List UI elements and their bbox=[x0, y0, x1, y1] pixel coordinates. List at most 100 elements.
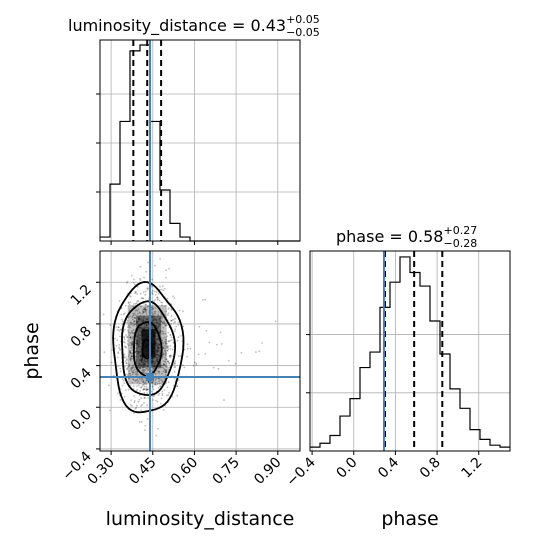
scatter-point bbox=[156, 348, 159, 351]
scatter-point bbox=[126, 368, 128, 370]
scatter-point bbox=[137, 344, 140, 347]
scatter-point bbox=[173, 330, 176, 332]
scatter-point bbox=[167, 331, 170, 334]
scatter-point bbox=[142, 367, 144, 369]
scatter-point bbox=[131, 337, 134, 340]
scatter-point bbox=[172, 384, 175, 387]
scatter-point bbox=[152, 360, 155, 363]
scatter-point bbox=[139, 363, 142, 366]
scatter-point bbox=[119, 370, 122, 373]
scatter-point bbox=[170, 315, 173, 317]
scatter-point bbox=[154, 361, 157, 364]
scatter-point bbox=[139, 279, 142, 282]
scatter-point bbox=[152, 357, 155, 359]
scatter-point bbox=[157, 337, 160, 340]
scatter-point bbox=[168, 307, 171, 309]
scatter-point bbox=[234, 362, 237, 365]
scatter-point bbox=[142, 311, 145, 314]
x-tick-label-1: 0.45 bbox=[126, 455, 159, 488]
scatter-point bbox=[152, 314, 154, 317]
scatter-point bbox=[153, 363, 156, 366]
scatter-point bbox=[152, 318, 155, 320]
scatter-point bbox=[171, 348, 174, 351]
scatter-point bbox=[123, 345, 126, 348]
scatter-point bbox=[130, 352, 133, 355]
scatter-point bbox=[144, 372, 147, 375]
scatter-point bbox=[142, 308, 145, 311]
scatter-point bbox=[155, 350, 158, 352]
scatter-point bbox=[135, 340, 138, 343]
scatter-point bbox=[123, 365, 126, 368]
scatter-point bbox=[135, 309, 138, 312]
scatter-point bbox=[165, 343, 167, 346]
scatter-point bbox=[160, 366, 163, 369]
scatter-point bbox=[131, 340, 134, 343]
scatter-point bbox=[125, 304, 127, 307]
scatter-point bbox=[139, 355, 142, 357]
scatter-point bbox=[165, 369, 168, 372]
scatter-point bbox=[142, 297, 145, 300]
scatter-point bbox=[168, 391, 170, 394]
scatter-point bbox=[166, 335, 168, 338]
scatter-point bbox=[128, 334, 131, 336]
scatter-point bbox=[161, 339, 164, 342]
scatter-point bbox=[117, 326, 120, 329]
scatter-point bbox=[131, 352, 133, 355]
scatter-point bbox=[140, 365, 143, 368]
scatter-point bbox=[157, 394, 160, 397]
scatter-point bbox=[164, 324, 167, 327]
scatter-point bbox=[159, 257, 162, 260]
scatter-point bbox=[172, 342, 175, 344]
contour-1 bbox=[121, 300, 176, 397]
scatter-point bbox=[139, 326, 142, 329]
scatter-point bbox=[165, 371, 168, 374]
scatter-point bbox=[159, 366, 161, 369]
scatter-point bbox=[154, 312, 157, 315]
scatter-point bbox=[159, 385, 162, 387]
scatter-point bbox=[157, 346, 160, 349]
scatter-point bbox=[142, 363, 145, 365]
scatter-point bbox=[150, 324, 153, 327]
scatter-point bbox=[155, 338, 158, 340]
scatter-point bbox=[138, 342, 141, 345]
scatter-point bbox=[139, 366, 141, 369]
scatter-point bbox=[158, 317, 161, 320]
scatter-point bbox=[132, 336, 134, 339]
scatter-point bbox=[146, 287, 149, 290]
scatter-point bbox=[158, 299, 161, 302]
scatter-point bbox=[151, 289, 154, 292]
scatter-point bbox=[117, 326, 120, 329]
scatter-point bbox=[137, 308, 140, 311]
scatter-point bbox=[135, 373, 138, 375]
scatter-point bbox=[137, 312, 139, 315]
scatter-point bbox=[139, 330, 141, 333]
scatter-point bbox=[139, 350, 142, 353]
scatter-point bbox=[142, 316, 145, 319]
scatter-point bbox=[119, 335, 121, 338]
scatter-point bbox=[152, 360, 155, 362]
scatter-point bbox=[132, 324, 135, 327]
scatter-point bbox=[173, 321, 176, 324]
scatter-point bbox=[145, 326, 147, 329]
scatter-point bbox=[144, 360, 147, 363]
scatter-point bbox=[146, 387, 148, 390]
scatter-point bbox=[173, 363, 175, 366]
scatter-point bbox=[139, 314, 142, 317]
scatter-point bbox=[151, 361, 154, 364]
panel-joint-scatter: 0.30 0.45 0.60 0.75 0.90−0.40.00.40.81.2 bbox=[59, 250, 301, 488]
scatter-point bbox=[156, 351, 159, 354]
scatter-point bbox=[136, 293, 138, 295]
scatter-point bbox=[144, 364, 147, 367]
scatter-point bbox=[258, 350, 261, 353]
scatter-point bbox=[146, 318, 148, 321]
scatter-point bbox=[140, 358, 143, 361]
scatter-point bbox=[144, 382, 146, 385]
scatter-point bbox=[162, 408, 165, 411]
scatter-point bbox=[151, 316, 154, 319]
scatter-point bbox=[139, 327, 141, 329]
scatter-point bbox=[155, 341, 157, 344]
scatter-point bbox=[133, 400, 136, 402]
scatter-point bbox=[143, 388, 146, 391]
scatter-point bbox=[164, 342, 167, 345]
